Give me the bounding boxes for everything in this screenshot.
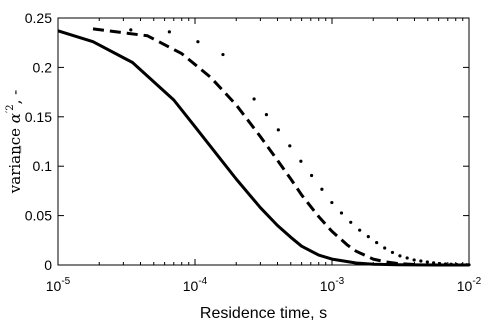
dotted-series-point xyxy=(309,173,314,178)
series-dotted xyxy=(129,28,471,267)
y-axis-title-power: 2 xyxy=(5,104,16,110)
dotted-series-point xyxy=(129,28,133,32)
dotted-series-point xyxy=(358,228,362,232)
y-tick-label: 0.15 xyxy=(25,109,52,125)
x-axis-title: Residence time, s xyxy=(200,305,327,322)
dotted-series-point xyxy=(349,220,353,224)
plot-frame xyxy=(57,17,470,266)
dotted-series-point xyxy=(264,113,269,117)
dotted-series-point xyxy=(419,259,423,263)
dotted-series-point xyxy=(252,97,256,101)
y-axis-title: variance α′2, - xyxy=(5,90,24,194)
dotted-series-point xyxy=(398,254,402,258)
dotted-series-point xyxy=(339,211,344,215)
x-tick-label: 10-5 xyxy=(46,276,71,294)
dotted-series-point xyxy=(405,256,409,260)
dotted-series-point xyxy=(320,187,324,191)
dotted-series-point xyxy=(276,128,280,132)
series-solid xyxy=(57,29,469,267)
y-axis-title-prefix: variance xyxy=(6,123,24,194)
y-tick-label: 0.05 xyxy=(25,208,52,224)
dotted-series-point xyxy=(383,246,387,250)
dotted-series-point xyxy=(299,159,303,163)
dotted-series-point xyxy=(288,144,292,148)
dotted-series-point xyxy=(366,235,370,239)
y-tick-label: 0.2 xyxy=(33,59,53,75)
dotted-series-point xyxy=(432,261,436,265)
x-tick-label: 10-3 xyxy=(320,276,345,294)
x-tick-label: 10-4 xyxy=(183,276,208,294)
dotted-series-point xyxy=(412,258,416,262)
plot-area xyxy=(57,27,471,267)
dotted-series-point xyxy=(375,240,379,245)
dotted-series-point xyxy=(390,250,395,255)
y-tick-label: 0.1 xyxy=(33,158,53,174)
x-axis-ticks: 10-5 10-4 10-3 10-2 xyxy=(46,18,482,294)
y-axis-title-symbol: α xyxy=(6,113,24,123)
y-axis-title-overbar: ‾ xyxy=(18,145,36,153)
series-dashed xyxy=(92,27,415,266)
dotted-series-point xyxy=(330,200,334,205)
x-tick-label: 10-2 xyxy=(457,276,482,294)
y-axis-title-prime: ′ xyxy=(5,110,16,113)
y-tick-label: 0 xyxy=(44,257,52,273)
y-axis-title-suffix: , - xyxy=(6,90,24,105)
dotted-series-point xyxy=(167,30,171,34)
dotted-series-point xyxy=(221,52,225,57)
y-tick-label: 0.25 xyxy=(25,10,52,26)
dotted-series-point xyxy=(196,40,200,44)
y-axis-ticks: 0 0.05 0.1 0.15 0.2 0.25 xyxy=(25,10,469,273)
